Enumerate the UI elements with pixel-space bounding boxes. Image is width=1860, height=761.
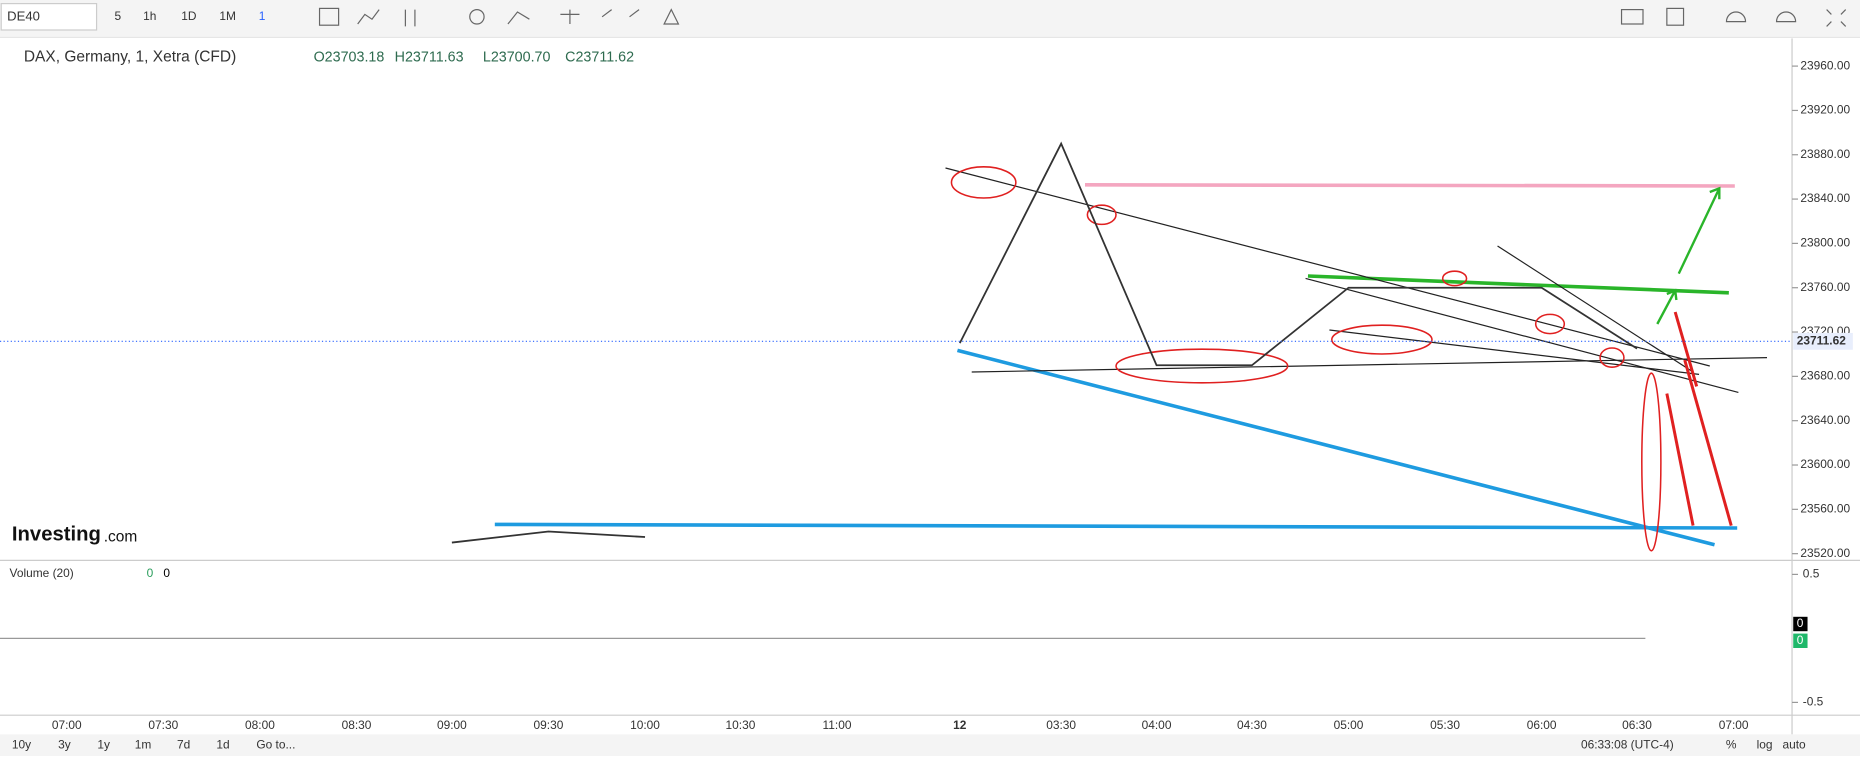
range-button[interactable]: 1m bbox=[135, 737, 152, 751]
last-price-label: 23711.62 bbox=[1797, 333, 1846, 347]
logo: .com bbox=[104, 529, 138, 546]
y-tick-label: 23640.00 bbox=[1800, 413, 1850, 427]
y-tick-label: 23680.00 bbox=[1800, 368, 1850, 382]
scale-button[interactable]: auto bbox=[1782, 737, 1806, 751]
logo: Investing bbox=[12, 524, 101, 546]
ohlc: H23711.63 bbox=[395, 49, 464, 65]
x-tick-label: 06:30 bbox=[1622, 718, 1652, 732]
x-tick-label: 09:30 bbox=[534, 718, 564, 732]
range-button[interactable]: 1d bbox=[216, 737, 229, 751]
x-tick-label: 06:00 bbox=[1527, 718, 1557, 732]
clock: 06:33:08 (UTC-4) bbox=[1581, 737, 1674, 751]
x-tick-label: 03:30 bbox=[1046, 718, 1076, 732]
bottom-bar bbox=[0, 734, 1860, 756]
volume-readout: 0 bbox=[147, 566, 154, 580]
price-line bbox=[451, 141, 1638, 544]
y-tick-label: 23960.00 bbox=[1800, 58, 1850, 72]
range-button[interactable]: 7d bbox=[177, 737, 190, 751]
x-tick-label: 10:00 bbox=[630, 718, 660, 732]
x-tick-label: 12 bbox=[953, 718, 967, 732]
symbol[interactable]: DE40 bbox=[7, 8, 40, 23]
volume-tick-label: 0.5 bbox=[1803, 567, 1820, 581]
x-tick-label: 07:30 bbox=[148, 718, 178, 732]
interval[interactable]: 5 bbox=[114, 9, 121, 23]
y-tick-label: 23600.00 bbox=[1800, 457, 1850, 471]
x-tick-label: 11:00 bbox=[823, 718, 852, 732]
scale-button[interactable]: % bbox=[1726, 737, 1737, 751]
volume-marker-label: 0 bbox=[1797, 633, 1804, 647]
volume-title: Volume (20) bbox=[10, 566, 74, 580]
x-tick-label: 04:30 bbox=[1237, 718, 1267, 732]
y-tick-label: 23800.00 bbox=[1800, 236, 1850, 250]
x-tick-label: 08:00 bbox=[245, 718, 275, 732]
ohlc: C23711.62 bbox=[565, 49, 634, 65]
y-tick-label: 23920.00 bbox=[1800, 103, 1850, 117]
instrument: DAX, Germany, 1, Xetra (CFD) bbox=[24, 49, 236, 66]
volume-readout: 0 bbox=[163, 566, 170, 580]
range-button[interactable]: Go to... bbox=[256, 737, 295, 751]
x-tick-label: 07:00 bbox=[52, 718, 82, 732]
volume-marker bbox=[1793, 633, 1808, 648]
ohlc: O23703.18 bbox=[314, 49, 385, 65]
interval[interactable]: 1h bbox=[143, 9, 156, 23]
x-tick-label: 09:00 bbox=[437, 718, 467, 732]
last-price-box bbox=[1793, 332, 1853, 350]
x-tick-label: 05:30 bbox=[1430, 718, 1460, 732]
y-tick-label: 23840.00 bbox=[1800, 191, 1850, 205]
x-tick-label: 10:30 bbox=[726, 718, 756, 732]
x-tick-label: 04:00 bbox=[1142, 718, 1172, 732]
drawings bbox=[494, 166, 1768, 552]
x-tick-label: 07:00 bbox=[1719, 718, 1749, 732]
symbol-box[interactable] bbox=[0, 3, 98, 31]
scale-button[interactable]: log bbox=[1757, 737, 1773, 751]
x-tick-label: 05:00 bbox=[1334, 718, 1364, 732]
y-tick-label: 23560.00 bbox=[1800, 501, 1850, 515]
range-button[interactable]: 10y bbox=[12, 737, 31, 751]
y-tick-label: 23520.00 bbox=[1800, 546, 1850, 560]
x-tick-label: 08:30 bbox=[342, 718, 372, 732]
toolbar bbox=[0, 0, 1860, 36]
interval[interactable]: 1M bbox=[219, 9, 236, 23]
volume-tick-label: -0.5 bbox=[1803, 695, 1824, 709]
y-tick-label: 23760.00 bbox=[1800, 280, 1850, 294]
y-tick-label: 23880.00 bbox=[1800, 147, 1850, 161]
ohlc: L23700.70 bbox=[483, 49, 551, 65]
volume-marker-label: 0 bbox=[1797, 616, 1804, 630]
volume-marker bbox=[1793, 616, 1808, 632]
interval[interactable]: 1 bbox=[259, 9, 266, 23]
interval[interactable]: 1D bbox=[181, 9, 197, 23]
tool-icons[interactable] bbox=[318, 7, 1847, 27]
range-button[interactable]: 3y bbox=[58, 737, 71, 751]
range-button[interactable]: 1y bbox=[97, 737, 110, 751]
